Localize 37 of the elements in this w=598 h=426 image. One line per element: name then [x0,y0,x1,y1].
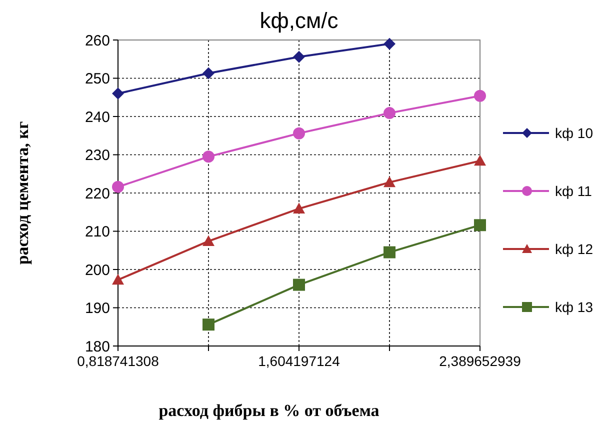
x-axis-title: расход фибры в % от объема [158,401,380,420]
point [474,154,486,166]
x-tick-label: 1,604197124 [258,353,340,369]
y-tick-label: 260 [84,32,110,50]
point [202,67,214,80]
y-tick-label: 210 [84,224,110,240]
y-axis-title: расход цемента, кг [13,121,32,265]
chart-title: kф,см/с [260,8,338,33]
point [384,38,396,50]
legend-label: kф 10 [555,124,594,141]
x-tick-label: 0,818741308 [77,353,160,369]
y-tick-label: 200 [84,262,110,279]
legend-label: kф 13 [555,298,594,315]
point [384,246,396,258]
y-tick-label: 250 [84,70,110,88]
y-tick-label: 220 [84,185,110,202]
point [474,219,486,232]
point [293,50,305,63]
legend-label: kф 12 [555,240,594,257]
point [202,150,214,163]
point [384,176,396,188]
y-tick-label: 180 [84,338,110,356]
point [474,90,486,102]
point [202,235,214,246]
y-tick-label: 190 [84,300,110,317]
point [112,274,124,285]
y-tick-label: 230 [84,147,110,164]
point [293,278,305,291]
point [384,107,396,120]
x-tick-label: 2,389652939 [439,353,522,369]
point [112,180,124,193]
legend-label: kф 11 [555,182,592,199]
y-tick-label: 240 [84,108,110,126]
point [293,127,305,140]
point [112,88,124,100]
point [293,202,305,214]
point [202,318,214,331]
